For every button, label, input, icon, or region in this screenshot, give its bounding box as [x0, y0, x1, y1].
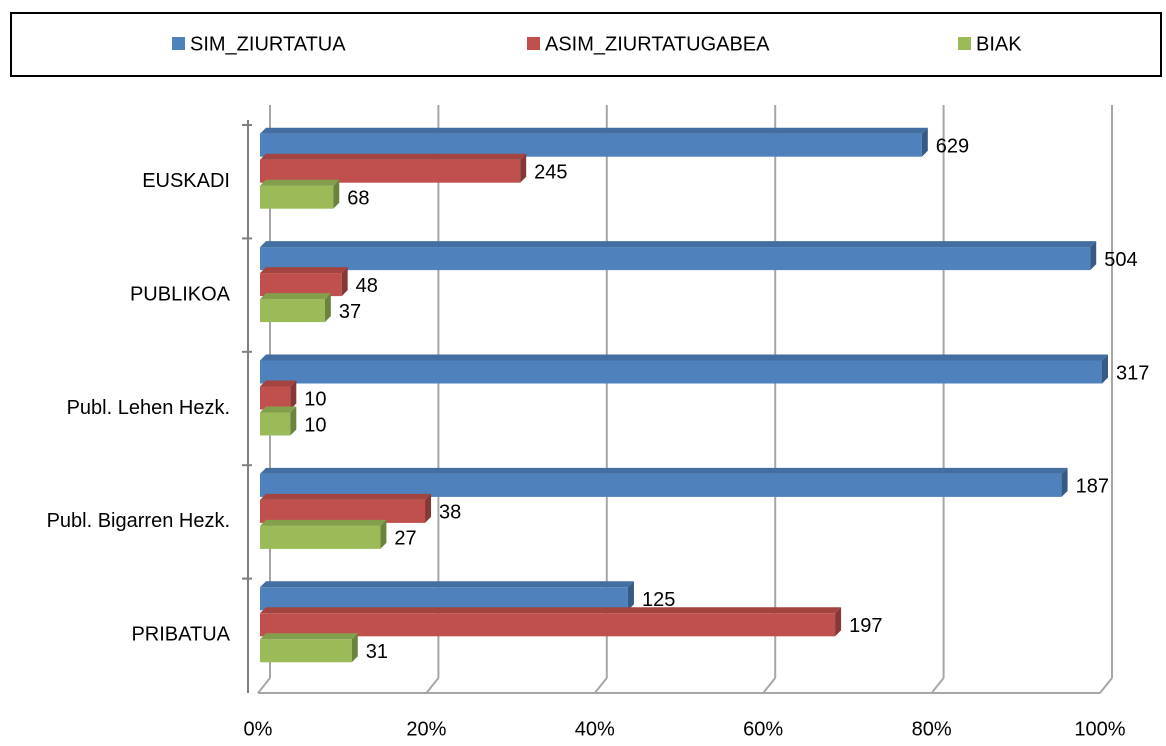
- y-tick-label: Publ. Lehen Hezk.: [67, 397, 230, 419]
- data-label: 504: [1104, 249, 1137, 271]
- bar-side: [333, 179, 340, 209]
- bar-top: [260, 380, 297, 387]
- legend-label: SIM_ZIURTATUA: [190, 33, 346, 55]
- data-label: 27: [394, 528, 416, 550]
- data-label: 10: [304, 388, 326, 410]
- bar: [260, 499, 426, 523]
- bar-top: [260, 354, 1108, 361]
- bar: [260, 639, 352, 663]
- grid-floor: [762, 677, 776, 694]
- bar-side: [290, 406, 297, 436]
- bar: [260, 133, 922, 157]
- y-tick-label: EUSKADI: [142, 170, 230, 192]
- grid-floor: [425, 677, 440, 694]
- bar: [260, 587, 628, 611]
- data-label: 68: [347, 187, 369, 209]
- y-tick-label: Publ. Bigarren Hezk.: [47, 510, 230, 532]
- bar-top: [260, 467, 1068, 474]
- bar: [260, 360, 1102, 384]
- data-label: 38: [439, 502, 461, 524]
- bar-side: [380, 519, 387, 549]
- x-tick-label: 20%: [406, 718, 446, 740]
- bar-side: [425, 493, 432, 523]
- bar-top: [260, 607, 842, 614]
- grid-floor: [930, 677, 945, 694]
- bar-side: [324, 293, 331, 323]
- data-label: 629: [936, 135, 969, 157]
- legend-label: ASIM_ZIURTATUGABEA: [545, 33, 770, 55]
- data-label: 10: [304, 414, 326, 436]
- data-label: 125: [642, 589, 675, 611]
- bar-top: [260, 493, 432, 500]
- grid-floor: [257, 677, 271, 694]
- bar: [260, 185, 334, 209]
- x-tick-label: 80%: [912, 718, 952, 740]
- bar-top: [260, 519, 387, 526]
- bar: [260, 473, 1062, 497]
- bar-top: [260, 406, 297, 413]
- bar: [260, 613, 836, 637]
- bar-top: [260, 153, 527, 160]
- data-label: 37: [339, 301, 361, 323]
- x-tick-label: 100%: [1074, 718, 1125, 740]
- data-label: 31: [366, 641, 388, 663]
- bar-top: [260, 633, 358, 640]
- bar-side: [835, 607, 842, 637]
- bar: [260, 412, 291, 436]
- bar-side: [351, 633, 358, 663]
- x-tick-label: 60%: [743, 718, 783, 740]
- bar-side: [290, 380, 297, 410]
- data-label: 48: [356, 275, 378, 297]
- bar: [260, 273, 342, 297]
- bar-top: [260, 267, 348, 274]
- x-tick-label: 0%: [244, 718, 273, 740]
- legend-swatch: [958, 37, 971, 50]
- bar: [260, 386, 291, 410]
- bar: [260, 159, 521, 183]
- y-tick-label: PUBLIKOA: [130, 283, 231, 305]
- grid-floor: [1099, 677, 1113, 694]
- bar-side: [520, 153, 527, 183]
- data-label: 317: [1116, 362, 1149, 384]
- bar-top: [260, 293, 331, 300]
- x-tick-label: 40%: [575, 718, 615, 740]
- data-label: 245: [534, 161, 567, 183]
- bar: [260, 299, 325, 323]
- bar-side: [1090, 241, 1097, 271]
- bar-top: [260, 179, 340, 186]
- bar-top: [260, 127, 928, 134]
- grid-floor: [594, 677, 608, 694]
- y-tick-label: PRIBATUA: [131, 624, 230, 646]
- data-label: 197: [849, 615, 882, 637]
- bar-top: [260, 241, 1097, 248]
- bar-top: [260, 581, 634, 588]
- bar: [260, 247, 1091, 271]
- bar-side: [1102, 354, 1108, 384]
- legend-swatch: [527, 37, 540, 50]
- bar-side: [341, 267, 348, 297]
- bar-side: [1061, 467, 1068, 497]
- data-label: 187: [1076, 476, 1109, 498]
- bar-side: [921, 127, 928, 157]
- legend-swatch: [172, 37, 185, 50]
- bar-side: [627, 581, 634, 611]
- bar: [260, 525, 381, 549]
- legend-label: BIAK: [976, 33, 1022, 55]
